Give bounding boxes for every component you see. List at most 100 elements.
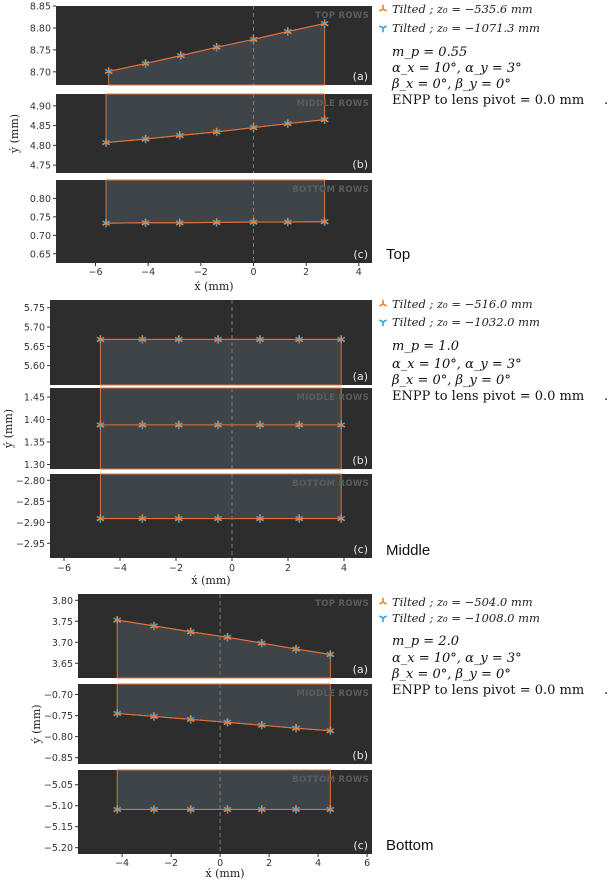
y-tick-label: 5.65 bbox=[24, 342, 45, 353]
y-tick-label: −2.85 bbox=[16, 497, 45, 508]
data-point-orange-marker bbox=[257, 805, 266, 813]
data-point-orange-marker bbox=[213, 335, 223, 343]
y-tick-label: −0.85 bbox=[44, 753, 73, 764]
y-tick-label: −2.80 bbox=[16, 476, 45, 487]
y-tick-label: −0.70 bbox=[44, 690, 73, 701]
data-point-orange-marker bbox=[223, 805, 232, 813]
panel-a: 5.60 5.65 5.70 5.75 (a) bbox=[24, 300, 372, 386]
data-point-orange-marker bbox=[174, 420, 183, 428]
data-point-orange-marker bbox=[337, 420, 346, 428]
data-point-orange-marker bbox=[255, 514, 265, 522]
panel-tag: (c) bbox=[353, 248, 368, 261]
panel-tag: (c) bbox=[353, 543, 368, 556]
data-point-orange-marker bbox=[283, 27, 292, 35]
y-tick-label: −0.75 bbox=[44, 711, 73, 722]
x-tick-label: −2 bbox=[164, 858, 178, 869]
y-tick-label: −5.20 bbox=[44, 843, 73, 854]
y-tick-label: 8.75 bbox=[30, 45, 51, 56]
data-point-orange-marker bbox=[249, 217, 258, 225]
legend-label: Tilted ; z₀ = −1008.0 mm bbox=[392, 611, 540, 625]
data-point-orange-marker bbox=[292, 644, 301, 652]
x-tick-label: 4 bbox=[356, 267, 362, 278]
data-point-orange-marker bbox=[174, 335, 183, 343]
legend-label: Tilted ; z₀ = −516.0 mm bbox=[392, 297, 533, 311]
legend-label: Tilted ; z₀ = −1032.0 mm bbox=[392, 315, 540, 329]
data-point-orange-marker bbox=[223, 718, 232, 726]
x-tick-label: 4 bbox=[315, 858, 321, 869]
data-point-orange-marker bbox=[295, 335, 304, 343]
legend-marker-icon bbox=[378, 597, 388, 605]
panel-b: 1.30 1.35 1.40 1.45 MIDDLE ROWS (b) bbox=[24, 387, 372, 471]
data-point-orange-marker bbox=[104, 67, 113, 75]
y-tick-label: 0.80 bbox=[30, 194, 51, 205]
chart-group-bottom: 3.653.703.753.80 TOP ROWS(a)−0.85−0.80−0.… bbox=[30, 594, 608, 880]
data-point-orange-marker bbox=[213, 420, 223, 428]
data-point-orange-marker bbox=[337, 335, 346, 343]
y-tick-label: 4.90 bbox=[30, 101, 51, 112]
group-label: Middle bbox=[386, 542, 430, 559]
y-tick-label: −2.95 bbox=[16, 539, 45, 550]
footprint-polygon bbox=[99, 387, 342, 470]
data-point-orange-marker bbox=[326, 650, 335, 658]
y-tick-label: 0.75 bbox=[30, 212, 51, 223]
data-point-orange-marker bbox=[141, 59, 150, 67]
data-point-orange-marker bbox=[96, 420, 105, 428]
group-label: Top bbox=[386, 246, 410, 263]
y-tick-label: 5.70 bbox=[24, 323, 45, 334]
data-point-orange-marker bbox=[96, 514, 105, 522]
parameter-line: β_x = 0°, β_y = 0° bbox=[391, 77, 511, 92]
x-axis-label: x́ (mm) bbox=[191, 574, 230, 587]
data-point-orange-marker bbox=[149, 621, 158, 629]
panel-tag: (b) bbox=[352, 749, 368, 762]
data-point-orange-marker bbox=[212, 218, 221, 226]
y-tick-label: 8.80 bbox=[30, 23, 51, 34]
y-tick-label: −5.10 bbox=[44, 801, 73, 812]
x-tick-label: 6 bbox=[364, 858, 370, 869]
y-axis-label: ý (mm) bbox=[2, 409, 15, 449]
panel-tag: (a) bbox=[353, 70, 368, 83]
x-tick-label: 2 bbox=[303, 267, 309, 278]
data-point-orange-marker bbox=[113, 805, 122, 813]
data-point-orange-marker bbox=[257, 638, 266, 646]
y-tick-label: 3.70 bbox=[52, 638, 73, 649]
x-tick-label: −4 bbox=[115, 858, 129, 869]
row-label: TOP ROWS bbox=[315, 599, 369, 609]
parameter-line: β_x = 0°, β_y = 0° bbox=[391, 667, 511, 682]
parameter-line: ENPP to lens pivot = 0.0 mm bbox=[392, 93, 584, 108]
y-tick-label: 4.75 bbox=[30, 161, 51, 172]
y-tick-label: 3.65 bbox=[52, 659, 73, 670]
x-tick-label: 2 bbox=[266, 858, 272, 869]
group-label: Bottom bbox=[386, 837, 434, 854]
data-point-orange-marker bbox=[186, 627, 195, 635]
data-point-orange-marker bbox=[96, 335, 105, 343]
x-tick-label: −4 bbox=[141, 267, 155, 278]
data-point-orange-marker bbox=[283, 217, 292, 225]
parameter-line: α_x = 10°, α_y = 3° bbox=[392, 651, 522, 666]
data-point-orange-marker bbox=[113, 615, 122, 623]
parameter-line: α_x = 10°, α_y = 3° bbox=[392, 61, 522, 76]
panel-tag: (a) bbox=[353, 663, 368, 676]
data-point-orange-marker bbox=[101, 218, 111, 226]
data-point-orange-marker bbox=[102, 138, 111, 146]
legend-marker-icon bbox=[378, 25, 388, 33]
x-tick-label: 4 bbox=[341, 563, 347, 574]
data-point-orange-marker bbox=[283, 119, 292, 127]
y-tick-label: 8.85 bbox=[30, 2, 51, 13]
data-point-orange-marker bbox=[257, 721, 266, 729]
row-label: MIDDLE ROWS bbox=[297, 393, 369, 403]
legend-label: Tilted ; z₀ = −1071.3 mm bbox=[392, 21, 540, 35]
data-point-orange-marker bbox=[320, 19, 329, 27]
panel-c: −2.95 −2.90 −2.85 −2.80 BOTTOM ROWS (c) bbox=[16, 473, 372, 558]
data-point-orange-marker bbox=[337, 514, 346, 522]
data-point-orange-marker bbox=[186, 805, 195, 813]
row-label: MIDDLE ROWS bbox=[297, 689, 369, 699]
x-tick-label: −6 bbox=[88, 267, 102, 278]
chart-group-middle: 5.60 5.65 5.70 5.75 (a) 1.30 1.35 1.40 1.45 MIDDL… bbox=[2, 297, 608, 587]
y-tick-label: 1.35 bbox=[24, 438, 45, 449]
panel-tag: (c) bbox=[353, 839, 368, 852]
y-tick-label: 0.65 bbox=[30, 249, 51, 260]
data-point-orange-marker bbox=[295, 514, 304, 522]
footprint-polygon bbox=[99, 338, 342, 386]
parameter-period: . bbox=[604, 389, 608, 404]
data-point-orange-marker bbox=[213, 514, 223, 522]
